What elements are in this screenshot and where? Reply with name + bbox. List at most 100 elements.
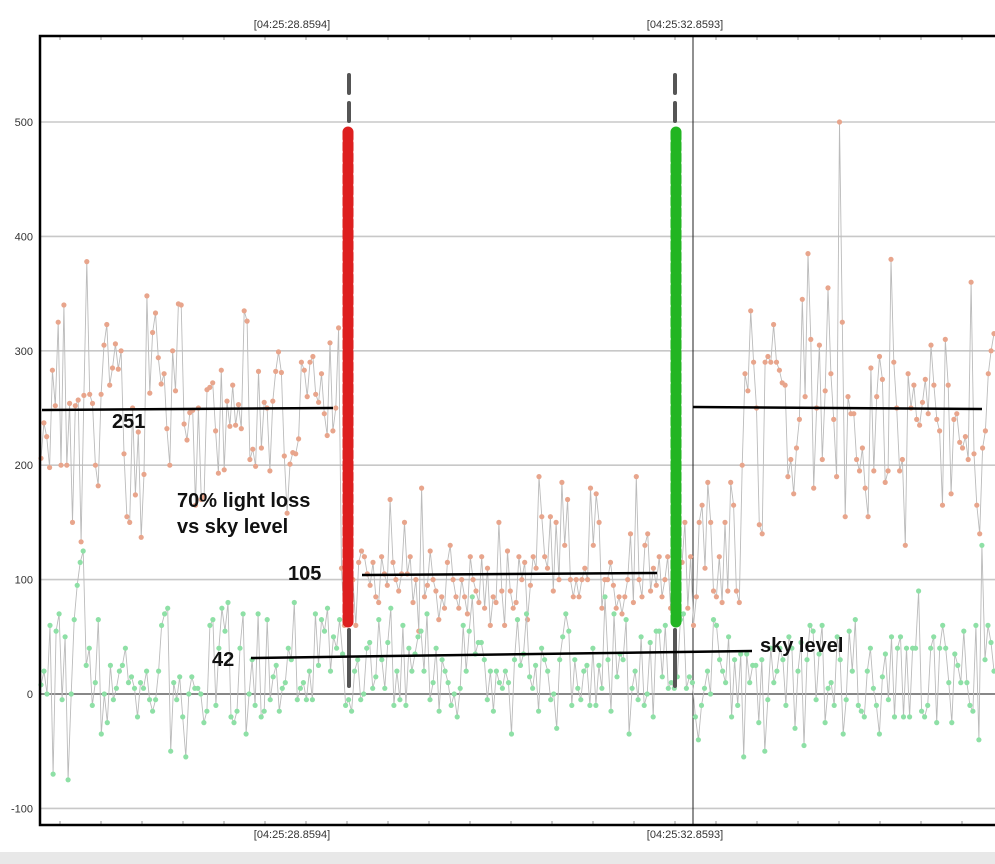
data-point-sky-background	[813, 697, 819, 703]
data-point-target-star	[859, 445, 866, 451]
data-point-sky-background	[180, 714, 186, 720]
data-point-target-star	[336, 325, 342, 331]
data-point-target-star	[370, 559, 376, 566]
data-point-sky-background	[707, 691, 714, 697]
data-point-sky-background	[427, 697, 433, 703]
data-point-target-star	[971, 451, 977, 457]
data-point-sky-background	[517, 662, 524, 669]
data-point-sky-background	[165, 605, 171, 611]
data-point-sky-background	[71, 617, 77, 623]
data-point-sky-background	[852, 617, 858, 623]
data-point-sky-background	[599, 685, 605, 691]
data-point-target-star	[905, 371, 911, 377]
data-point-sky-background	[861, 714, 867, 720]
marker-layer	[342, 73, 682, 692]
data-point-sky-background	[324, 605, 331, 611]
data-point-target-star	[109, 365, 116, 371]
data-point-target-star	[530, 554, 536, 560]
data-point-sky-background	[891, 714, 898, 720]
data-point-sky-background	[198, 691, 204, 697]
data-point-target-star	[407, 554, 413, 560]
data-point-target-star	[619, 611, 625, 617]
data-point-sky-background	[56, 611, 62, 617]
data-point-target-star	[939, 502, 946, 508]
data-point-sky-background	[273, 662, 279, 669]
data-point-target-star	[962, 434, 969, 440]
data-point-target-star	[433, 588, 439, 594]
data-point-target-star	[318, 371, 325, 377]
axis-layer: -100 0 100 200 300 400 500	[11, 34, 995, 827]
data-point-target-star	[802, 394, 808, 400]
data-point-target-star	[576, 594, 582, 600]
data-point-sky-background	[988, 639, 994, 646]
data-point-target-star	[504, 548, 511, 554]
data-point-target-star	[791, 491, 797, 497]
data-point-target-star	[135, 429, 141, 435]
data-point-sky-background	[101, 691, 107, 697]
data-point-target-star	[965, 456, 971, 463]
data-point-sky-background	[882, 651, 889, 657]
data-point-target-star	[527, 582, 534, 588]
data-point-target-star	[665, 554, 671, 560]
data-point-sky-background	[50, 771, 56, 777]
data-point-sky-background	[370, 685, 376, 691]
data-point-target-star	[327, 340, 333, 346]
data-point-target-star	[507, 588, 513, 594]
level-line-event	[361, 571, 658, 577]
data-point-target-star	[101, 342, 107, 348]
data-point-target-star	[493, 599, 499, 606]
data-point-sky-background	[542, 657, 548, 663]
data-point-sky-background	[545, 668, 551, 674]
data-point-sky-background	[53, 628, 59, 634]
data-point-sky-background	[940, 622, 946, 629]
data-point-sky-background	[318, 617, 325, 623]
data-point-sky-background	[153, 697, 159, 703]
time-label-top-2: [04:25:32.8593]	[647, 19, 723, 31]
data-point-target-star	[516, 554, 522, 560]
data-point-sky-background	[86, 645, 92, 651]
data-point-target-star	[874, 394, 880, 400]
data-point-target-star	[765, 353, 771, 360]
data-point-sky-background	[961, 628, 967, 634]
level-line-pre-event	[41, 406, 334, 412]
data-point-sky-background	[508, 731, 515, 737]
data-point-target-star	[911, 382, 917, 388]
data-point-sky-background	[536, 708, 542, 714]
data-point-target-star	[333, 405, 339, 411]
data-point-sky-background	[922, 714, 928, 720]
data-point-sky-background	[572, 657, 578, 663]
data-point-target-star	[479, 554, 485, 560]
data-point-sky-background	[358, 697, 364, 703]
bottom-strip	[0, 852, 995, 864]
data-point-sky-background	[171, 680, 177, 686]
data-point-target-star	[476, 599, 482, 606]
data-point-target-star	[450, 577, 456, 583]
data-point-sky-background	[774, 668, 780, 674]
data-point-target-star	[771, 321, 777, 328]
data-point-target-star	[959, 445, 966, 451]
data-point-target-star	[78, 539, 84, 545]
data-point-sky-background	[533, 662, 539, 669]
data-point-target-star	[988, 348, 994, 354]
data-point-sky-background	[810, 628, 816, 634]
data-point-target-star	[447, 542, 453, 548]
data-point-target-star	[441, 605, 448, 611]
data-point-sky-background	[958, 680, 964, 686]
data-point-sky-background	[602, 594, 608, 600]
data-point-target-star	[273, 368, 279, 374]
data-point-sky-background	[195, 685, 201, 691]
data-point-sky-background	[973, 622, 979, 629]
data-point-sky-background	[406, 645, 412, 651]
data-point-target-star	[914, 416, 920, 422]
data-point-sky-background	[768, 645, 774, 651]
data-point-sky-background	[113, 685, 119, 691]
data-point-target-star	[241, 308, 247, 314]
data-point-target-star	[556, 577, 562, 583]
data-point-sky-background	[704, 668, 711, 674]
data-point-target-star	[622, 594, 628, 600]
data-point-sky-background	[575, 685, 581, 691]
data-point-sky-background	[403, 702, 409, 709]
data-point-sky-background	[967, 702, 973, 709]
data-point-target-star	[358, 548, 365, 554]
data-point-sky-background	[783, 702, 789, 709]
